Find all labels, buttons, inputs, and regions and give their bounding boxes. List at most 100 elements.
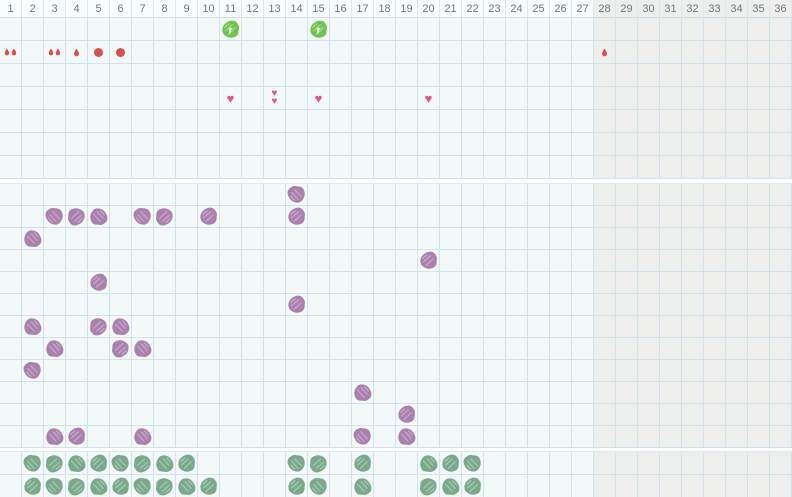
day-cell[interactable] <box>176 228 198 250</box>
day-cell[interactable] <box>528 316 550 338</box>
day-cell[interactable] <box>132 404 154 426</box>
day-cell[interactable] <box>132 294 154 316</box>
day-cell[interactable] <box>22 18 44 41</box>
day-cell[interactable] <box>396 382 418 404</box>
day-cell[interactable] <box>22 110 44 133</box>
day-cell[interactable] <box>594 110 616 133</box>
day-cell[interactable] <box>506 426 528 448</box>
day-cell[interactable] <box>660 452 682 475</box>
day-cell[interactable] <box>132 184 154 206</box>
day-cell[interactable] <box>352 382 374 404</box>
day-cell[interactable] <box>528 156 550 179</box>
day-cell[interactable] <box>132 426 154 448</box>
day-cell[interactable] <box>220 133 242 156</box>
day-cell[interactable] <box>286 18 308 41</box>
day-cell[interactable] <box>704 41 726 64</box>
day-cell[interactable] <box>418 426 440 448</box>
day-cell[interactable]: r <box>308 18 330 41</box>
day-cell[interactable] <box>726 452 748 475</box>
day-cell[interactable] <box>88 184 110 206</box>
day-cell[interactable] <box>550 87 572 110</box>
day-cell[interactable] <box>638 184 660 206</box>
day-cell[interactable] <box>726 87 748 110</box>
day-cell[interactable] <box>44 426 66 448</box>
day-cell[interactable] <box>462 316 484 338</box>
day-cell[interactable] <box>242 404 264 426</box>
day-cell[interactable] <box>374 452 396 475</box>
day-cell[interactable] <box>682 18 704 41</box>
day-cell[interactable] <box>418 294 440 316</box>
day-cell[interactable] <box>748 338 770 360</box>
day-cell[interactable] <box>770 156 792 179</box>
day-cell[interactable] <box>0 272 22 294</box>
day-cell[interactable] <box>352 426 374 448</box>
day-cell[interactable] <box>770 382 792 404</box>
day-cell[interactable] <box>660 228 682 250</box>
day-cell[interactable] <box>0 184 22 206</box>
day-cell[interactable] <box>572 452 594 475</box>
day-cell[interactable] <box>682 133 704 156</box>
day-cell[interactable] <box>506 475 528 497</box>
day-cell[interactable] <box>770 64 792 87</box>
day-cell[interactable] <box>176 426 198 448</box>
day-cell[interactable] <box>22 426 44 448</box>
day-cell[interactable] <box>110 382 132 404</box>
day-cell[interactable]: ♥ <box>220 87 242 110</box>
day-cell[interactable] <box>44 206 66 228</box>
day-cell[interactable] <box>88 228 110 250</box>
day-cell[interactable] <box>374 382 396 404</box>
day-cell[interactable] <box>638 272 660 294</box>
day-cell[interactable] <box>66 228 88 250</box>
day-cell[interactable] <box>484 294 506 316</box>
day-cell[interactable] <box>550 338 572 360</box>
day-cell[interactable] <box>528 250 550 272</box>
day-cell[interactable] <box>132 110 154 133</box>
day-cell[interactable] <box>748 382 770 404</box>
day-cell[interactable] <box>616 18 638 41</box>
day-cell[interactable] <box>352 360 374 382</box>
day-cell[interactable] <box>44 87 66 110</box>
day-cell[interactable] <box>264 133 286 156</box>
day-cell[interactable] <box>440 87 462 110</box>
day-cell[interactable] <box>484 184 506 206</box>
day-cell[interactable] <box>770 250 792 272</box>
day-cell[interactable] <box>110 475 132 497</box>
day-cell[interactable] <box>726 338 748 360</box>
day-cell[interactable] <box>264 475 286 497</box>
day-cell[interactable] <box>286 156 308 179</box>
day-cell[interactable] <box>462 294 484 316</box>
day-cell[interactable] <box>484 382 506 404</box>
day-cell[interactable] <box>66 316 88 338</box>
day-cell[interactable] <box>550 426 572 448</box>
day-cell[interactable] <box>660 133 682 156</box>
day-cell[interactable] <box>682 184 704 206</box>
day-cell[interactable] <box>286 64 308 87</box>
day-cell[interactable] <box>132 64 154 87</box>
day-cell[interactable] <box>220 404 242 426</box>
day-cell[interactable] <box>616 382 638 404</box>
day-cell[interactable] <box>176 475 198 497</box>
day-cell[interactable] <box>506 110 528 133</box>
day-cell[interactable] <box>66 41 88 64</box>
day-cell[interactable] <box>22 404 44 426</box>
day-cell[interactable] <box>704 156 726 179</box>
day-cell[interactable] <box>330 110 352 133</box>
day-cell[interactable] <box>550 294 572 316</box>
day-cell[interactable] <box>220 360 242 382</box>
day-cell[interactable] <box>242 41 264 64</box>
day-cell[interactable] <box>264 382 286 404</box>
day-cell[interactable] <box>132 133 154 156</box>
day-cell[interactable] <box>154 316 176 338</box>
day-cell[interactable] <box>308 206 330 228</box>
day-cell[interactable] <box>330 316 352 338</box>
day-cell[interactable] <box>726 228 748 250</box>
day-cell[interactable] <box>220 426 242 448</box>
day-cell[interactable] <box>440 184 462 206</box>
day-cell[interactable] <box>0 206 22 228</box>
day-cell[interactable] <box>352 110 374 133</box>
day-cell[interactable] <box>572 250 594 272</box>
day-cell[interactable] <box>572 338 594 360</box>
day-cell[interactable] <box>594 133 616 156</box>
day-cell[interactable] <box>616 110 638 133</box>
day-cell[interactable] <box>440 426 462 448</box>
